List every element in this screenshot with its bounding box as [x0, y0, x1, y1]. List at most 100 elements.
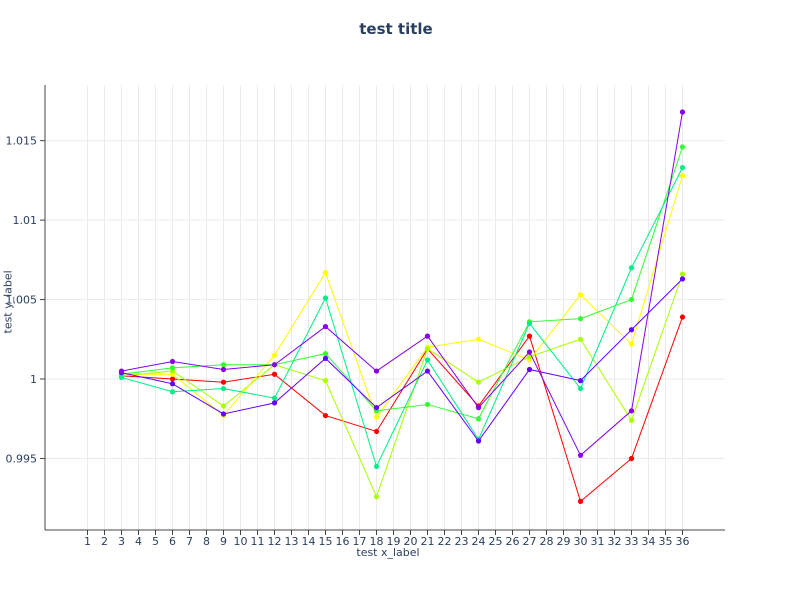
- series-line-1: [121, 316, 683, 503]
- data-point: [322, 355, 329, 361]
- data-point: [577, 498, 584, 504]
- y-tick-label: 1.005: [6, 294, 38, 307]
- data-point: [577, 378, 584, 384]
- x-tick-label: 24: [472, 535, 486, 548]
- data-point: [475, 416, 482, 422]
- data-point: [220, 403, 227, 409]
- series-line-6: [121, 278, 683, 442]
- data-point: [169, 381, 176, 387]
- data-point: [475, 405, 482, 411]
- data-point: [424, 346, 431, 352]
- x-tick-label: 19: [387, 535, 401, 548]
- y-tick-labels: 0.995 1 1.005 1.01 1.015: [6, 135, 38, 466]
- data-point: [628, 408, 635, 414]
- x-tick-label: 25: [489, 535, 503, 548]
- y-axis-label: test y_label: [1, 270, 15, 334]
- x-tick-label: 13: [285, 535, 299, 548]
- data-point: [169, 365, 176, 371]
- data-point: [322, 378, 329, 384]
- x-tick-label: 3: [118, 535, 125, 548]
- x-tick-labels: 1 2 3 4 5 6 7 8 9 10 11 12 13 14 15 16 17 18 19 20 21 22 23 24 2…: [84, 535, 690, 548]
- data-point: [322, 412, 329, 419]
- data-point: [475, 336, 482, 342]
- data-point: [577, 292, 584, 298]
- x-tick-label: 30: [574, 535, 588, 548]
- series-line-4: [121, 146, 683, 420]
- data-point: [373, 414, 380, 420]
- x-tick-label: 16: [336, 535, 350, 548]
- data-point: [526, 366, 533, 373]
- data-point: [526, 349, 533, 355]
- data-point: [628, 417, 635, 423]
- data-point: [475, 379, 482, 385]
- data-point: [628, 327, 635, 333]
- data-point: [271, 395, 278, 401]
- data-point: [220, 366, 227, 373]
- x-tick-label: 28: [540, 535, 554, 548]
- data-point: [220, 385, 227, 392]
- x-tick-label: 14: [302, 535, 316, 548]
- series-line-3: [121, 273, 683, 498]
- y-tick-label: 1: [30, 373, 37, 386]
- x-tick-label: 8: [203, 535, 210, 548]
- x-tick-label: 17: [353, 535, 367, 548]
- data-point: [118, 368, 125, 374]
- data-point: [679, 144, 686, 150]
- x-tick-label: 12: [268, 535, 282, 548]
- data-point: [118, 374, 125, 381]
- x-tick-label: 31: [591, 535, 605, 548]
- data-point: [628, 265, 635, 271]
- data-point: [271, 352, 278, 358]
- data-point: [424, 401, 431, 408]
- data-point: [220, 362, 227, 368]
- data-point: [628, 296, 635, 303]
- data-point: [628, 341, 635, 347]
- data-point: [628, 455, 635, 462]
- grid-lines: [45, 85, 725, 530]
- data-point: [526, 320, 533, 326]
- x-tick-label: 35: [659, 535, 673, 548]
- data-point: [577, 385, 584, 392]
- x-tick-label: 23: [455, 535, 469, 548]
- data-point: [373, 368, 380, 374]
- data-point: [526, 333, 533, 339]
- x-tick-label: 22: [438, 535, 452, 548]
- y-tick-label: 0.995: [6, 452, 38, 465]
- x-tick-label: 21: [421, 535, 435, 548]
- y-tick-label: 1.01: [13, 214, 38, 227]
- x-tick-label: 11: [251, 535, 265, 548]
- x-tick-label: 26: [506, 535, 520, 548]
- x-tick-label: 15: [319, 535, 333, 548]
- data-point: [373, 494, 380, 500]
- x-tick-label: 5: [152, 535, 159, 548]
- data-point: [577, 316, 584, 322]
- series-group: [118, 109, 686, 504]
- chart-title: test title: [359, 20, 433, 38]
- series-line-7: [121, 111, 683, 457]
- x-tick-label: 34: [642, 535, 656, 548]
- data-point: [169, 389, 176, 395]
- data-point: [220, 411, 227, 417]
- data-point: [322, 295, 329, 301]
- data-point: [679, 314, 686, 320]
- x-tick-label: 27: [523, 535, 537, 548]
- data-point: [373, 405, 380, 411]
- data-point: [424, 333, 431, 339]
- x-tick-label: 1: [84, 535, 91, 548]
- data-point: [679, 109, 686, 115]
- y-tick-label: 1.015: [6, 135, 38, 148]
- data-point: [220, 379, 227, 385]
- data-point: [679, 271, 686, 277]
- x-tick-label: 36: [676, 535, 690, 548]
- data-point: [322, 323, 329, 330]
- x-tick-label: 20: [404, 535, 418, 548]
- data-point: [577, 336, 584, 342]
- data-point: [271, 400, 278, 406]
- x-axis-label: test x_label: [356, 546, 420, 559]
- x-tick-label: 18: [370, 535, 384, 548]
- data-point: [169, 358, 176, 365]
- data-point: [424, 357, 431, 363]
- data-point: [679, 165, 686, 171]
